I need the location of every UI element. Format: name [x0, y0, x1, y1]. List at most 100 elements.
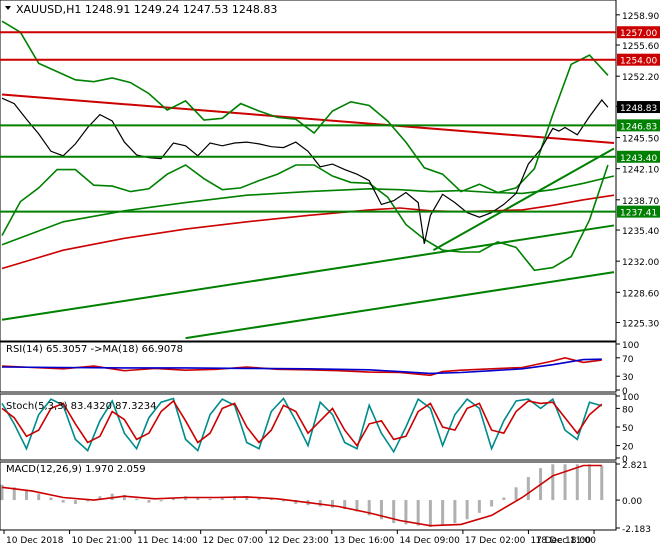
current-price-label: 1248.83 [620, 104, 657, 114]
x-tick-label: 12 Dec 23:00 [268, 536, 329, 546]
collapse-arrow-icon[interactable] [5, 6, 11, 10]
y-tick-label: 1252.20 [622, 73, 659, 83]
x-tick-label: 17 Dec 02:00 [465, 536, 526, 546]
y-tick-label: 20 [622, 443, 634, 453]
macd-histogram-bar [135, 498, 139, 501]
y-tick-label: 1245.50 [622, 135, 659, 145]
level-price-box [617, 150, 660, 163]
x-tick-label: 11 Dec 14:00 [137, 536, 198, 546]
macd-histogram-bar [379, 500, 383, 520]
rsi-label: RSI(14) 65.3057 ->MA(18) 66.9078 [6, 344, 183, 355]
y-tick-label: 1238.70 [622, 197, 659, 207]
macd-histogram-bar [318, 500, 322, 507]
macd-histogram-bar [86, 500, 90, 502]
macd-histogram-bar [159, 500, 163, 502]
macd-histogram-bar [98, 496, 102, 501]
series-line [1, 358, 602, 375]
y-tick-label: 0 [622, 387, 628, 397]
macd-histogram-bar [392, 500, 396, 524]
trendline[interactable] [185, 271, 615, 340]
series-line [1, 356, 602, 377]
macd-histogram-bar [465, 500, 469, 520]
macd-histogram-bar [282, 500, 286, 502]
stoch-label: Stoch(5,3,3) 83.4320 87.3234 [6, 401, 157, 412]
series-line [1, 399, 603, 448]
series-line [1, 397, 603, 454]
symbol-header: XAUUSD,H1 1248.91 1249.24 1247.53 1248.8… [16, 3, 277, 16]
x-tick-label: 10 Dec 2018 [6, 536, 64, 546]
macd-histogram-bar [343, 500, 347, 510]
macd-panel: 2.821 0.00 -2.183 MACD(12,26,9) 1.970 2.05… [0, 461, 651, 535]
macd-histogram-bar [269, 498, 273, 501]
y-tick-label: 30 [622, 373, 634, 383]
macd-histogram-bar [37, 493, 41, 501]
macd-histogram-bar [122, 494, 126, 501]
level-price-label: 1257.00 [620, 29, 657, 39]
current-price-box [617, 101, 660, 114]
level-price-label: 1254.00 [620, 57, 657, 67]
x-tick-label: 12 Dec 07:00 [203, 536, 264, 546]
macd-histogram-bar [600, 465, 604, 501]
trendline[interactable] [1, 93, 615, 145]
series-line [1, 464, 602, 527]
trendline[interactable] [1, 224, 615, 321]
macd-histogram-bar [12, 487, 16, 501]
macd-histogram-bar [330, 500, 334, 508]
time-axis: 10 Dec 2018 10 Dec 21:00 11 Dec 14:00 12 De… [3, 530, 596, 546]
macd-histogram-bar [24, 489, 28, 501]
macd-label: MACD(12,26,9) 1.970 2.059 [6, 464, 146, 475]
y-tick-label: 0.00 [622, 497, 642, 507]
macd-histogram-bar [73, 500, 77, 504]
macd-histogram-bar [220, 497, 224, 501]
y-tick-label: 100 [622, 341, 639, 351]
stoch-panel: 100 80 50 20 0 Stoch(5,3,3) 83.4320 87.3234 [0, 393, 639, 465]
x-tick-label: 14 Dec 09:00 [399, 536, 460, 546]
level-price-label: 1246.83 [620, 122, 657, 132]
macd-histogram-bar [526, 477, 530, 501]
y-tick-label: 50 [622, 424, 634, 434]
macd-histogram-bar [355, 500, 359, 512]
trendline[interactable] [432, 147, 615, 252]
y-tick-label: 1235.40 [622, 227, 659, 237]
level-price-label: 1243.40 [620, 154, 657, 164]
y-tick-label: 1255.60 [622, 42, 659, 52]
series-line [1, 164, 609, 272]
macd-histogram-bar [245, 496, 249, 501]
macd-histogram-bar [502, 497, 506, 501]
x-tick-label: 10 Dec 21:00 [72, 536, 133, 546]
macd-histogram-bar [404, 500, 408, 525]
y-tick-label: -2.183 [622, 525, 651, 535]
macd-histogram-bar [441, 500, 445, 526]
y-tick-label: 70 [622, 355, 634, 365]
rsi-panel: 100 70 30 0 RSI(14) 65.3057 ->MA(18) 66.907… [0, 341, 639, 397]
macd-histogram-bar [294, 500, 298, 504]
y-tick-label: 80 [622, 405, 634, 415]
x-tick-label: 13 Dec 16:00 [334, 536, 395, 546]
level-price-label: 1237.41 [620, 209, 657, 219]
y-tick-label: 1232.00 [622, 258, 659, 268]
macd-histogram-bar [428, 500, 432, 527]
y-tick-label: 0 [622, 455, 628, 465]
level-price-box [617, 119, 660, 132]
level-price-box [617, 53, 660, 66]
y-tick-label: 1258.90 [622, 12, 659, 22]
macd-histogram-bar [61, 500, 65, 503]
y-tick-label: 2.821 [622, 461, 648, 471]
price-panel: 1257.00 1254.00 1246.83 1243.40 1237.41 1258… [0, 0, 660, 342]
macd-histogram-bar [208, 498, 212, 501]
series-line [1, 194, 615, 270]
macd-histogram-bar [0, 484, 4, 501]
macd-histogram-bar [563, 464, 567, 501]
x-tick-label: 18 Dec 11:00 [535, 536, 596, 546]
series-line [1, 175, 615, 246]
macd-histogram-bar [416, 500, 420, 526]
macd-histogram-bar [551, 464, 555, 501]
y-tick-label: 1225.30 [622, 320, 659, 330]
macd-histogram-bar [49, 497, 53, 501]
macd-histogram-bar [477, 500, 481, 513]
macd-histogram-bar [514, 487, 518, 501]
macd-histogram-bar [453, 500, 457, 524]
level-price-box [617, 26, 660, 39]
series-line [1, 97, 609, 244]
